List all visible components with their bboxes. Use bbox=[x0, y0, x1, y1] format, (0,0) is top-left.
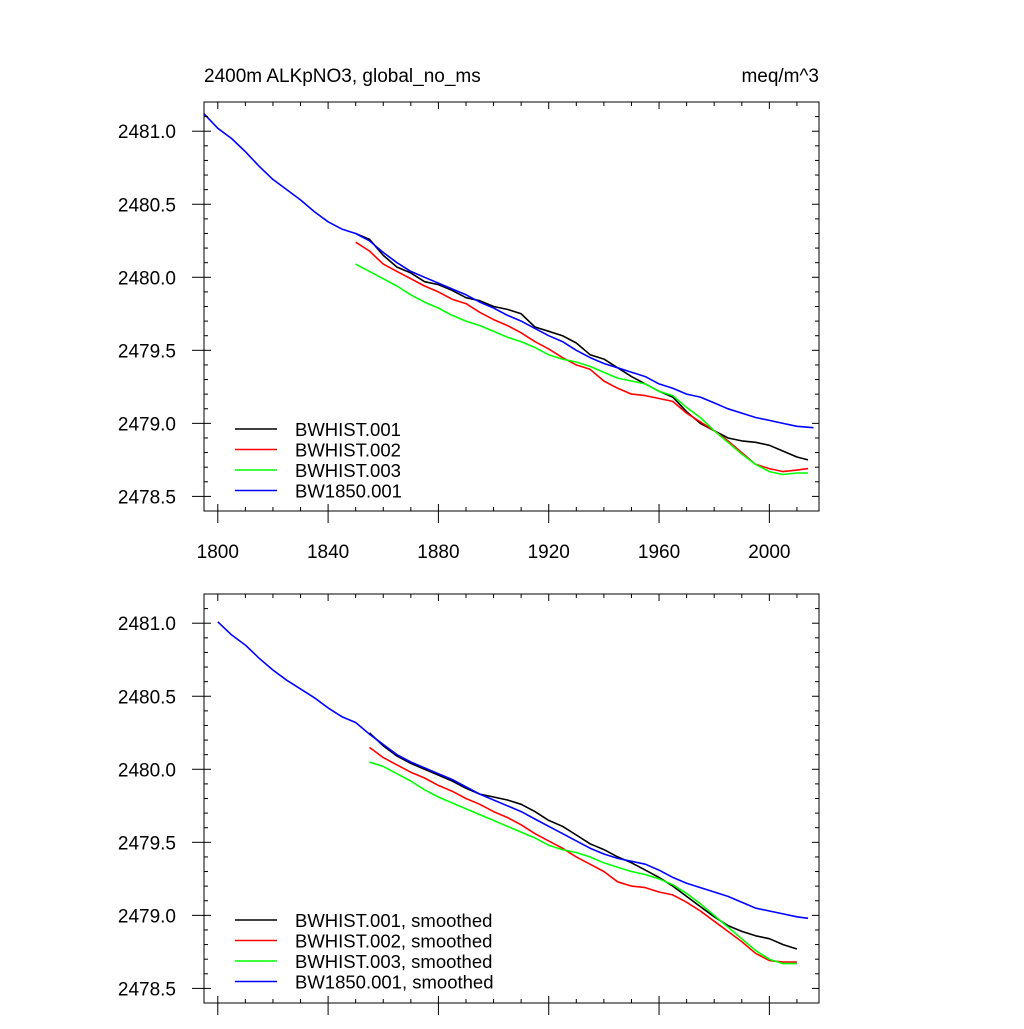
legend-label-4: BW1850.001 bbox=[295, 481, 402, 502]
x-tick-label: 1880 bbox=[417, 542, 459, 563]
y-tick-label: 2479.5 bbox=[118, 833, 176, 854]
y-tick-label: 2480.5 bbox=[118, 195, 176, 216]
legend-label-3: BWHIST.003, smoothed bbox=[295, 951, 492, 972]
legend-label-1: BWHIST.001, smoothed bbox=[295, 910, 492, 931]
chart-title-right: meq/m^3 bbox=[741, 66, 819, 87]
y-tick-label: 2480.0 bbox=[118, 760, 176, 781]
legend-label-4: BW1850.001, smoothed bbox=[295, 972, 494, 993]
chart-title-left: 2400m ALKpNO3, global_no_ms bbox=[204, 66, 481, 87]
legend-label-1: BWHIST.001 bbox=[295, 419, 401, 440]
series-line-4 bbox=[204, 113, 814, 429]
y-tick-label: 2479.0 bbox=[118, 906, 176, 927]
bottom-panel: 2478.5 2479.0 2479.5 2480.0 2480.5 2481.0 BWHI… bbox=[118, 593, 820, 1015]
y-tick-label: 2481.0 bbox=[118, 122, 176, 143]
x-tick-label: 1800 bbox=[197, 542, 239, 563]
series-line-2 bbox=[355, 241, 809, 473]
series-line-3 bbox=[355, 263, 808, 476]
series-line-3 bbox=[369, 761, 797, 965]
series-line-2 bbox=[369, 746, 797, 963]
x-tick-label: 1920 bbox=[528, 542, 570, 563]
x-tick-label: 2000 bbox=[748, 542, 790, 563]
legend-label-2: BWHIST.002 bbox=[295, 440, 401, 461]
y-tick-label: 2480.5 bbox=[118, 687, 176, 708]
legend-label-2: BWHIST.002, smoothed bbox=[295, 931, 492, 952]
y-tick-label: 2481.0 bbox=[118, 614, 176, 635]
series-line-1 bbox=[355, 232, 809, 461]
top-panel: 2400m ALKpNO3, global_no_ms meq/m^3 1800… bbox=[118, 66, 820, 563]
x-tick-label: 1840 bbox=[307, 542, 349, 563]
y-tick-label: 2478.5 bbox=[118, 979, 176, 1000]
y-tick-label: 2479.0 bbox=[118, 414, 176, 435]
series-line-4 bbox=[217, 621, 809, 920]
y-tick-label: 2478.5 bbox=[118, 487, 176, 508]
y-tick-label: 2479.5 bbox=[118, 341, 176, 362]
legend-label-3: BWHIST.003 bbox=[295, 460, 401, 481]
x-tick-label: 1960 bbox=[638, 542, 680, 563]
y-tick-label: 2480.0 bbox=[118, 268, 176, 289]
